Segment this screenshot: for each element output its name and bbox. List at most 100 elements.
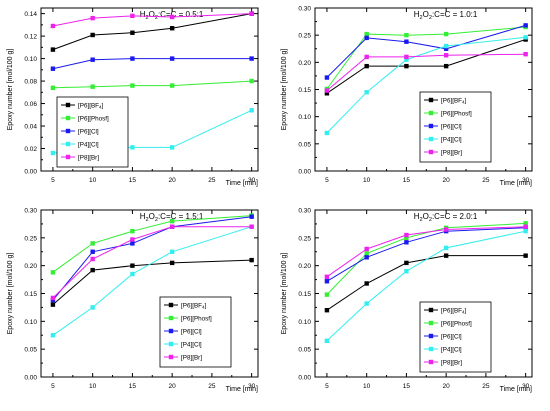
legend-swatch-marker bbox=[65, 102, 71, 108]
data-point bbox=[50, 333, 56, 338]
x-axis-label: Time [min] bbox=[500, 180, 532, 187]
y-tick-label: 0.12 bbox=[24, 34, 37, 41]
data-point bbox=[324, 279, 330, 284]
y-tick-label: 0.00 bbox=[24, 375, 37, 382]
legend-label: [P6][Cl] bbox=[181, 329, 202, 336]
x-tick-label: 30 bbox=[248, 383, 256, 390]
data-point bbox=[169, 260, 175, 266]
data-point bbox=[90, 32, 95, 38]
series-line-3 bbox=[326, 227, 526, 282]
data-point bbox=[404, 39, 409, 44]
data-point bbox=[443, 43, 449, 49]
y-tick-label: 0.08 bbox=[24, 79, 37, 86]
y-axis-label: Epoxy number [mol/100 g] bbox=[7, 49, 14, 131]
x-tick-label: 15 bbox=[129, 177, 137, 184]
y-tick-label: 0.30 bbox=[24, 208, 37, 215]
data-point bbox=[404, 235, 409, 241]
legend-swatch-marker bbox=[168, 302, 174, 308]
data-point bbox=[364, 63, 369, 69]
y-axis-label: Epoxy number [mol/100 g] bbox=[281, 49, 288, 131]
data-point bbox=[90, 267, 95, 273]
data-point bbox=[50, 295, 56, 301]
chart-title: H2O2:C=C = 1.0:1 bbox=[414, 10, 478, 21]
data-point bbox=[50, 66, 56, 71]
data-point bbox=[169, 26, 175, 31]
data-point bbox=[249, 78, 254, 84]
y-tick-label: 0.14 bbox=[24, 11, 37, 18]
data-point bbox=[90, 249, 95, 254]
chart-panel-3: 0.00 0.05 0.10 0.15 0.20 0.25 0.30 5 10 15 20 25 30T… bbox=[7, 208, 259, 393]
data-point bbox=[324, 88, 330, 93]
x-tick-label: 25 bbox=[208, 383, 216, 390]
chart-panel-1: 0.00 0.02 0.04 0.06 0.08 0.10 0.12 0.14 5 10 15 20 2… bbox=[7, 7, 259, 187]
legend-label: [P6][Cl] bbox=[441, 124, 462, 131]
data-point bbox=[130, 13, 135, 19]
chart-title: H2O2:C=C = 2.0:1 bbox=[414, 212, 478, 223]
data-point bbox=[523, 253, 528, 258]
legend-swatch-marker bbox=[428, 123, 434, 129]
data-point bbox=[249, 257, 254, 263]
legend: [P6][BF4] [P6][Phosf] [P6][Cl] [P4][Cl] [P8]… bbox=[159, 296, 232, 368]
data-point bbox=[50, 150, 56, 156]
series-line-2 bbox=[326, 26, 526, 90]
legend-label: [P6][Phosf] bbox=[78, 116, 109, 123]
y-tick-label: 0.00 bbox=[298, 169, 311, 176]
data-point bbox=[443, 63, 449, 69]
data-point bbox=[130, 145, 135, 150]
data-point bbox=[324, 338, 330, 344]
y-tick-label: 0.25 bbox=[298, 235, 311, 242]
legend-label: [P6][Phosf] bbox=[441, 321, 472, 328]
data-point bbox=[130, 263, 135, 268]
y-tick-label: 0.20 bbox=[298, 60, 311, 67]
legend: [P6][BF4] [P6][Phosf] [P6][Cl] [P4][Cl] [P8]… bbox=[419, 91, 492, 163]
y-tick-label: 0.30 bbox=[298, 208, 311, 215]
data-point bbox=[169, 14, 175, 20]
legend-swatch-marker bbox=[428, 320, 434, 326]
legend-label: [P4][Cl] bbox=[78, 142, 99, 149]
x-tick-label: 5 bbox=[325, 383, 329, 390]
x-tick-label: 15 bbox=[403, 383, 411, 390]
data-point bbox=[404, 54, 409, 60]
series-line-3 bbox=[52, 58, 252, 70]
legend-label: [P6][Phosf] bbox=[181, 316, 212, 323]
data-point bbox=[130, 30, 135, 35]
data-point bbox=[364, 301, 369, 306]
legend-swatch-marker bbox=[428, 359, 434, 365]
chart-title: H2O2:C=C = 0.5:1 bbox=[140, 10, 204, 21]
x-axis-label: Time [min] bbox=[500, 386, 532, 393]
data-point bbox=[404, 240, 409, 245]
x-tick-label: 10 bbox=[363, 383, 371, 390]
data-point bbox=[169, 249, 175, 254]
data-point bbox=[50, 270, 56, 275]
y-tick-label: 0.25 bbox=[24, 235, 37, 242]
legend-label: [P6][Phosf] bbox=[441, 111, 472, 118]
data-point bbox=[324, 91, 330, 96]
y-tick-label: 0.15 bbox=[298, 291, 311, 298]
x-tick-label: 10 bbox=[89, 177, 97, 184]
legend-label: [P4][Cl] bbox=[441, 137, 462, 144]
legend-label: [P6][BF4] bbox=[441, 98, 466, 105]
data-point bbox=[364, 90, 369, 95]
data-point bbox=[324, 292, 330, 297]
data-point bbox=[169, 145, 175, 150]
x-axis-label: Time [min] bbox=[226, 180, 258, 187]
legend-label: [P8][Br] bbox=[78, 155, 99, 162]
legend-swatch-marker bbox=[428, 136, 434, 142]
data-point bbox=[364, 281, 369, 286]
data-point bbox=[364, 255, 369, 260]
y-axis-label: Epoxy number [mol/100 g] bbox=[7, 253, 14, 335]
data-point bbox=[130, 241, 135, 246]
data-point bbox=[523, 51, 528, 57]
data-point bbox=[90, 241, 95, 246]
y-tick-label: 0.10 bbox=[24, 56, 37, 63]
data-point bbox=[169, 224, 175, 229]
x-tick-label: 15 bbox=[129, 383, 137, 390]
y-tick-label: 0.00 bbox=[298, 375, 311, 382]
y-tick-label: 0.00 bbox=[24, 169, 37, 176]
data-point bbox=[404, 57, 409, 62]
y-tick-label: 0.15 bbox=[298, 87, 311, 94]
legend-swatch-marker bbox=[65, 115, 71, 121]
legend-swatch-marker bbox=[428, 346, 434, 352]
data-point bbox=[443, 53, 449, 58]
